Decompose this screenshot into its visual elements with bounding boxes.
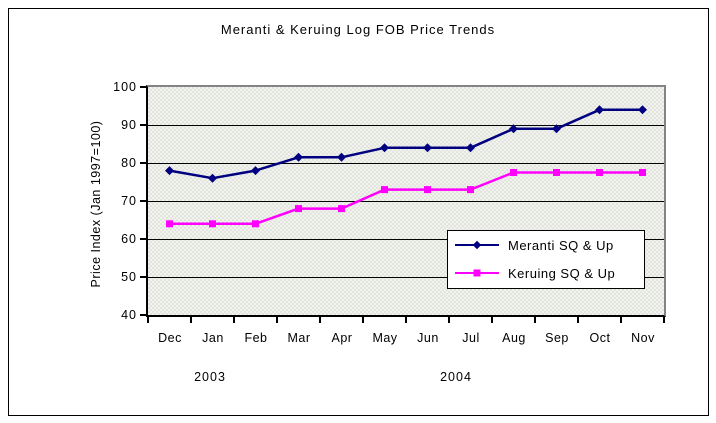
meranti-line-swatch-icon xyxy=(455,238,499,252)
data-point-marker xyxy=(466,143,475,153)
y-axis-tick-label: 80 xyxy=(121,156,137,170)
x-axis-month-label: Oct xyxy=(589,331,611,345)
y-axis-tick-label: 100 xyxy=(113,80,137,94)
series-line xyxy=(169,108,643,180)
x-axis-month-label: Aug xyxy=(502,331,526,345)
gridline xyxy=(148,125,664,126)
data-point-marker xyxy=(510,169,517,176)
y-axis-tick-mark xyxy=(140,238,147,240)
x-axis-month-label: Apr xyxy=(331,331,353,345)
x-axis-month-label: Jun xyxy=(417,331,439,345)
data-point-marker xyxy=(380,143,389,153)
data-point-marker xyxy=(337,152,346,162)
x-axis-month-label: Mar xyxy=(287,331,311,345)
series-line xyxy=(169,171,643,226)
keruing-marker-icon xyxy=(473,269,481,277)
x-axis-tick-mark xyxy=(448,317,450,323)
x-axis-tick-mark xyxy=(663,317,665,323)
x-axis-tick-mark xyxy=(534,317,536,323)
data-point-marker xyxy=(295,205,302,213)
data-point-marker xyxy=(251,166,260,176)
x-axis-month-label: Nov xyxy=(631,331,655,345)
data-point-marker xyxy=(639,169,646,176)
x-axis-tick-mark xyxy=(620,317,622,323)
y-axis-tick-label: 90 xyxy=(121,118,137,132)
keruing-line-swatch-icon xyxy=(455,266,499,280)
data-point-marker xyxy=(467,186,474,194)
legend: Meranti SQ & Up Keruing SQ & Up xyxy=(447,230,645,289)
chart-title: Meranti & Keruing Log FOB Price Trends xyxy=(220,22,496,37)
x-axis-tick-mark xyxy=(405,317,407,323)
gridline xyxy=(148,239,664,240)
data-point-marker xyxy=(596,169,603,176)
y-axis-tick-mark xyxy=(140,162,147,164)
y-axis-tick-mark xyxy=(140,314,147,316)
data-point-marker xyxy=(553,169,560,176)
data-point-marker xyxy=(209,220,216,228)
x-axis-month-label: Dec xyxy=(158,331,182,345)
chart-border-frame xyxy=(8,8,709,416)
meranti-marker-icon xyxy=(472,240,482,250)
data-point-marker xyxy=(252,220,259,228)
series-plot-svg xyxy=(165,105,647,228)
y-axis-tick-label: 60 xyxy=(121,232,137,246)
data-point-marker xyxy=(423,143,432,153)
legend-label-keruing: Keruing SQ & Up xyxy=(508,265,616,281)
data-point-marker xyxy=(595,105,604,115)
x-axis-month-label: Feb xyxy=(244,331,268,345)
data-point-marker xyxy=(424,186,431,194)
data-point-marker xyxy=(509,124,518,134)
x-axis-month-label: Sep xyxy=(545,331,569,345)
x-axis-month-label: May xyxy=(372,331,398,345)
x-axis-month-label: Jan xyxy=(202,331,224,345)
x-axis-tick-mark xyxy=(233,317,235,323)
x-axis-tick-mark xyxy=(362,317,364,323)
y-axis-tick-label: 50 xyxy=(121,270,137,284)
data-point-marker xyxy=(552,124,561,134)
legend-item-keruing: Keruing SQ & Up xyxy=(448,259,644,287)
x-axis-month-label: Jul xyxy=(462,331,480,345)
y-axis-tick-mark xyxy=(140,86,147,88)
data-point-marker xyxy=(381,186,388,194)
y-axis-tick-mark xyxy=(140,200,147,202)
y-axis-tick-label: 40 xyxy=(121,308,137,322)
data-point-marker xyxy=(208,173,217,183)
x-axis-tick-mark xyxy=(147,317,149,323)
x-axis-tick-mark xyxy=(319,317,321,323)
data-point-marker xyxy=(166,220,173,228)
data-point-marker xyxy=(294,152,303,162)
data-point-marker xyxy=(638,105,647,115)
y-axis-tick-label: 70 xyxy=(121,194,137,208)
x-axis-year-label: 2004 xyxy=(440,370,472,384)
legend-item-meranti: Meranti SQ & Up xyxy=(448,231,644,259)
y-axis-tick-mark xyxy=(140,276,147,278)
data-point-marker xyxy=(165,166,174,176)
y-axis-tick-mark xyxy=(140,124,147,126)
x-axis-tick-mark xyxy=(276,317,278,323)
x-axis-year-label: 2003 xyxy=(194,370,226,384)
gridline xyxy=(148,277,664,278)
x-axis-tick-mark xyxy=(577,317,579,323)
legend-label-meranti: Meranti SQ & Up xyxy=(508,237,614,253)
x-axis-tick-mark xyxy=(190,317,192,323)
gridline xyxy=(148,163,664,164)
x-axis-tick-mark xyxy=(491,317,493,323)
data-point-marker xyxy=(338,205,345,213)
gridline xyxy=(148,201,664,202)
